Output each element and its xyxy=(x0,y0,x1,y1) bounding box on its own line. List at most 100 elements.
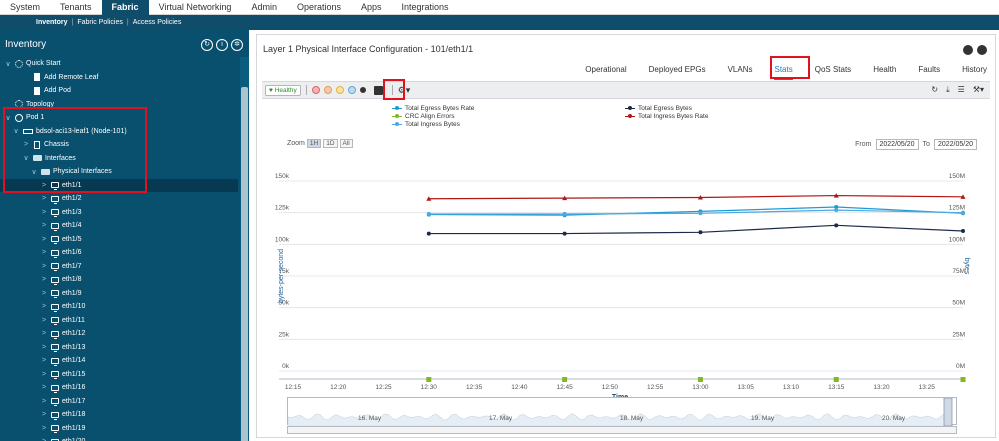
chevron-icon[interactable]: > xyxy=(41,276,47,284)
chevron-icon[interactable]: > xyxy=(41,195,47,203)
stop-icon[interactable] xyxy=(359,87,366,93)
tree-item[interactable]: > Chassis xyxy=(0,138,238,152)
tree-item[interactable]: ∨ Pod 1 xyxy=(0,111,238,125)
tab-operational[interactable]: Operational xyxy=(585,65,627,74)
tree-item[interactable]: ∨ Physical Interfaces xyxy=(0,165,238,179)
tree-item[interactable]: > eth1/18 xyxy=(0,408,238,422)
topnav-system[interactable]: System xyxy=(10,2,41,12)
chevron-icon[interactable]: > xyxy=(41,343,47,351)
chevron-icon[interactable]: > xyxy=(41,330,47,338)
list-icon[interactable]: ☰ xyxy=(957,85,965,94)
healthy-badge[interactable]: ♥ Healthy xyxy=(265,84,301,96)
subnav-access-policies[interactable]: Access Policies xyxy=(132,19,182,26)
tools-dropdown-icon[interactable]: ⚒▾ xyxy=(972,85,984,94)
tab-qos-stats[interactable]: QoS Stats xyxy=(814,65,852,74)
tree-item[interactable]: > eth1/7 xyxy=(0,260,238,274)
chevron-icon[interactable]: ∨ xyxy=(23,155,29,163)
tree-item[interactable]: > eth1/12 xyxy=(0,327,238,341)
from-date-input[interactable]: 2022/05/20 xyxy=(875,139,919,150)
topnav-virtual-networking[interactable]: Virtual Networking xyxy=(158,2,232,12)
legend-item[interactable]: Total Egress Bytes xyxy=(625,105,692,112)
settings-dropdown-icon[interactable]: ⚙▾ xyxy=(397,84,411,95)
subnav-inventory[interactable]: Inventory xyxy=(36,19,68,26)
tree-item[interactable]: Topology xyxy=(0,98,238,112)
chevron-icon[interactable]: > xyxy=(41,235,47,243)
tree-item[interactable]: ∨ Quick Start xyxy=(0,57,238,71)
chevron-icon[interactable]: ∨ xyxy=(31,168,37,176)
tree-item[interactable]: > eth1/16 xyxy=(0,381,238,395)
critical-fault-icon[interactable] xyxy=(311,86,320,94)
topnav-apps[interactable]: Apps xyxy=(360,2,382,12)
tree-item[interactable]: > eth1/8 xyxy=(0,273,238,287)
tree-item[interactable]: > eth1/6 xyxy=(0,246,238,260)
download-icon[interactable]: ⤓ xyxy=(946,85,950,94)
tab-history[interactable]: History xyxy=(962,65,987,74)
help-icon[interactable] xyxy=(963,45,973,55)
zoom-all-button[interactable]: All xyxy=(339,139,353,148)
info-icon[interactable] xyxy=(977,45,987,55)
subnav-fabric-policies[interactable]: Fabric Policies xyxy=(77,19,123,26)
gear-icon[interactable]: ✲ xyxy=(231,39,243,51)
topnav-tenants[interactable]: Tenants xyxy=(60,2,92,12)
tree-item[interactable]: > eth1/14 xyxy=(0,354,238,368)
tree-item[interactable]: ∨ bdsol-aci13-leaf1 (Node-101) xyxy=(0,125,238,139)
chevron-icon[interactable]: > xyxy=(41,397,47,405)
chevron-icon[interactable]: > xyxy=(40,438,48,441)
tree-item[interactable]: > eth1/2 xyxy=(0,192,238,206)
zoom-1h-button[interactable]: 1H xyxy=(306,139,322,148)
scrollbar-thumb[interactable] xyxy=(241,87,248,441)
chevron-icon[interactable]: > xyxy=(41,208,47,216)
topnav-integrations[interactable]: Integrations xyxy=(401,2,449,12)
tree-item[interactable]: Add Pod xyxy=(0,84,238,98)
tab-vlans[interactable]: VLANs xyxy=(727,65,753,74)
refresh-icon[interactable]: ↻ xyxy=(201,39,213,51)
chevron-icon[interactable]: > xyxy=(41,370,47,378)
tree-item[interactable]: > eth1/9 xyxy=(0,287,238,301)
tree-item[interactable]: Add Remote Leaf xyxy=(0,71,238,85)
chevron-icon[interactable]: > xyxy=(41,249,47,257)
legend-item[interactable]: CRC Align Errors xyxy=(392,113,454,120)
tab-health[interactable]: Health xyxy=(873,65,897,74)
warning-fault-icon[interactable] xyxy=(347,86,356,94)
chevron-icon[interactable]: > xyxy=(41,222,47,230)
tree-item[interactable]: ∨ Interfaces xyxy=(0,152,238,166)
legend-item[interactable]: Total Egress Bytes Rate xyxy=(392,105,474,112)
topnav-admin[interactable]: Admin xyxy=(251,2,277,12)
chevron-icon[interactable]: > xyxy=(41,303,47,311)
chevron-icon[interactable]: > xyxy=(23,141,29,149)
tab-stats[interactable]: Stats xyxy=(774,65,793,80)
chevron-icon[interactable]: > xyxy=(41,262,47,270)
tree-item[interactable]: > eth1/20 xyxy=(0,435,238,441)
chevron-icon[interactable]: ∨ xyxy=(5,60,11,68)
tab-faults[interactable]: Faults xyxy=(918,65,941,74)
time-navigator[interactable]: 16. May 17. May 18. May 19. May 20. May xyxy=(287,397,957,427)
topnav-fabric[interactable]: Fabric xyxy=(101,0,149,15)
topnav-operations[interactable]: Operations xyxy=(296,2,341,12)
legend-item[interactable]: Total Ingress Bytes Rate xyxy=(625,113,708,120)
chevron-icon[interactable]: > xyxy=(41,316,47,324)
tree-item[interactable]: > eth1/11 xyxy=(0,314,238,328)
tree-item[interactable]: > eth1/10 xyxy=(0,300,238,314)
navigator-scrollbar[interactable] xyxy=(287,426,957,434)
check-icon[interactable] xyxy=(373,85,383,95)
to-date-input[interactable]: 2022/05/20 xyxy=(933,139,977,150)
tree-item[interactable]: > eth1/3 xyxy=(0,206,238,220)
chevron-icon[interactable]: > xyxy=(41,424,47,432)
tab-deployed-epgs[interactable]: Deployed EPGs xyxy=(648,65,706,74)
chevron-icon[interactable]: > xyxy=(41,357,47,365)
major-fault-icon[interactable] xyxy=(323,86,332,94)
zoom-1d-button[interactable]: 1D xyxy=(323,139,338,148)
refresh-icon[interactable]: ↻ xyxy=(931,85,939,94)
chevron-icon[interactable]: > xyxy=(41,289,47,297)
tree-item[interactable]: > eth1/5 xyxy=(0,233,238,247)
tree-item[interactable]: > eth1/17 xyxy=(0,395,238,409)
minor-fault-icon[interactable] xyxy=(335,86,344,94)
legend-item[interactable]: Total Ingress Bytes xyxy=(392,121,460,128)
sidebar-scrollbar[interactable] xyxy=(240,57,249,441)
chevron-icon[interactable]: ∨ xyxy=(13,128,19,136)
chevron-icon[interactable]: > xyxy=(41,384,47,392)
tree-item[interactable]: > eth1/1 xyxy=(0,178,238,192)
tree-item[interactable]: > eth1/19 xyxy=(0,422,238,436)
tree-item[interactable]: > eth1/4 xyxy=(0,219,238,233)
chevron-icon[interactable]: ∨ xyxy=(5,114,11,122)
